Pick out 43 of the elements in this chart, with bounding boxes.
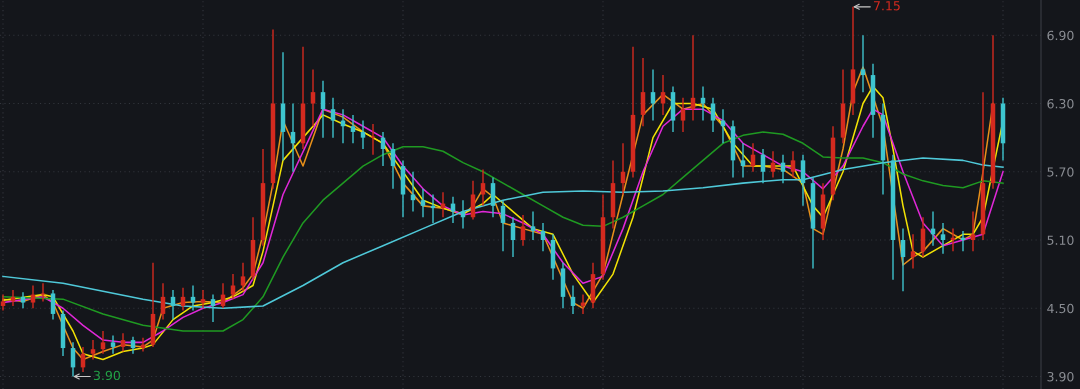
- candlestick: [90, 339, 96, 361]
- candlestick: [110, 334, 116, 355]
- y-tick-label: 6.30: [1047, 98, 1074, 109]
- candlestick: [800, 153, 806, 207]
- candlestick: [200, 289, 206, 309]
- candlestick: [20, 291, 26, 309]
- candlestick: [40, 282, 46, 303]
- candlestick: [680, 97, 686, 133]
- annotation: 7.15: [874, 1, 900, 11]
- candlestick: [640, 57, 646, 127]
- candlestick: [520, 214, 526, 247]
- candlestick: [100, 330, 106, 355]
- candlestick: [310, 68, 316, 127]
- y-tick-label: 3.90: [1047, 371, 1074, 382]
- candlestick: [210, 293, 216, 323]
- candlestick: [970, 210, 976, 253]
- candlestick: [50, 289, 56, 321]
- candlestick: [120, 332, 126, 353]
- candlestick: [700, 85, 706, 122]
- candlestick: [370, 123, 376, 156]
- candlestick: [230, 273, 236, 300]
- candlestick: [660, 74, 666, 116]
- candlestick: [860, 34, 866, 93]
- candlestick: [790, 150, 796, 179]
- y-tick-label: 4.50: [1047, 303, 1074, 314]
- candlestick: [350, 114, 356, 145]
- line-series: [2, 157, 1004, 310]
- candlestick: [740, 142, 746, 179]
- candlestick: [360, 119, 366, 150]
- candlestick: [490, 176, 496, 218]
- annotation: 3.90: [93, 370, 120, 381]
- candlestick: [0, 293, 6, 312]
- y-tick-label: 5.10: [1047, 235, 1074, 245]
- candlestick: [480, 168, 486, 207]
- candlestick: [330, 97, 336, 139]
- candlestick: [530, 210, 536, 241]
- candlestick: [650, 68, 656, 122]
- candlestick: [940, 222, 946, 255]
- candlestick: [910, 233, 916, 270]
- y-tick-label: 5.70: [1047, 167, 1074, 177]
- candlestick: [420, 188, 426, 218]
- y-tick-label: 6.90: [1047, 30, 1074, 41]
- candlestick: [190, 284, 196, 312]
